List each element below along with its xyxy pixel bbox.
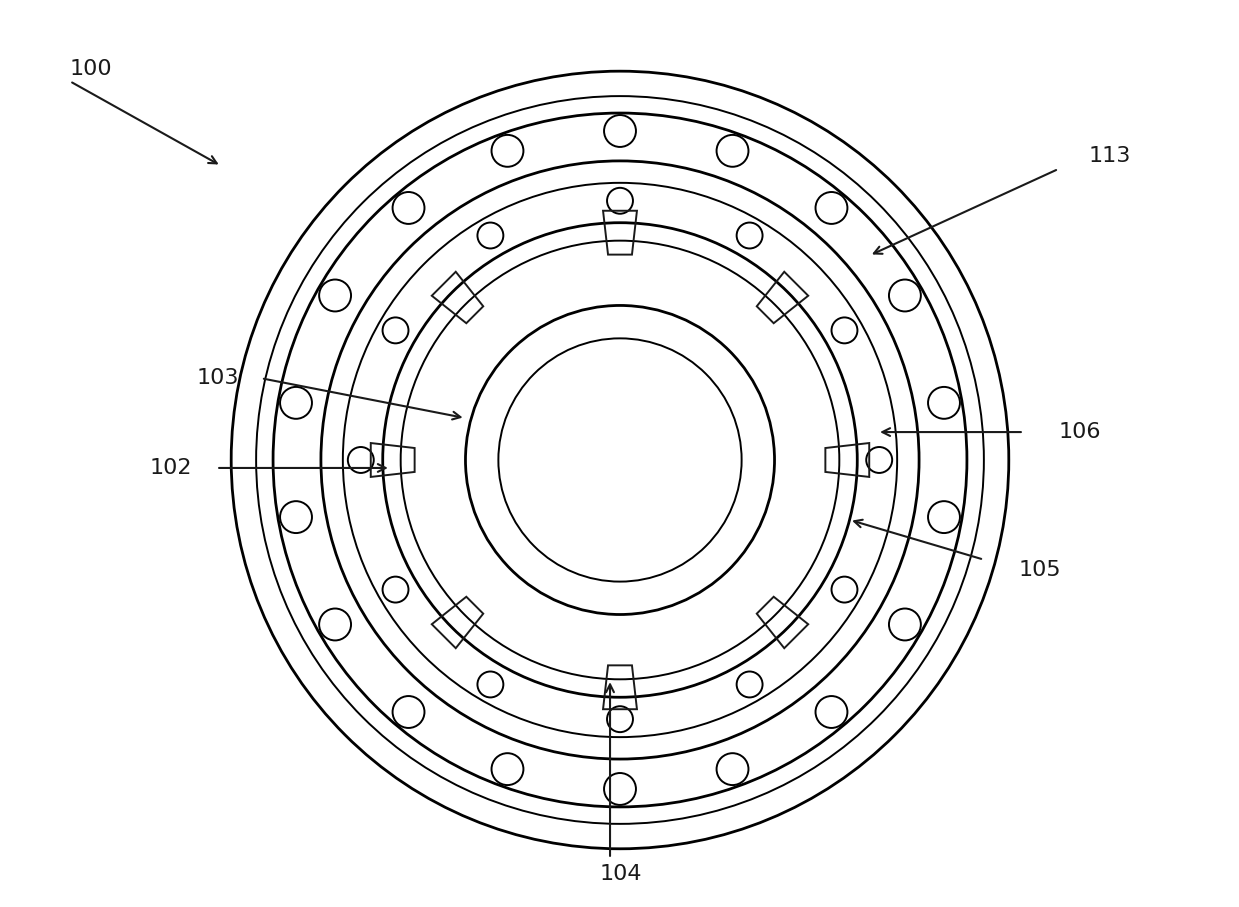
Text: 100: 100 bbox=[69, 59, 113, 79]
Text: 113: 113 bbox=[1089, 146, 1131, 166]
Text: 104: 104 bbox=[600, 863, 643, 883]
Text: 102: 102 bbox=[150, 458, 192, 478]
Text: 105: 105 bbox=[1018, 560, 1062, 580]
Text: 106: 106 bbox=[1058, 422, 1101, 442]
Text: 103: 103 bbox=[196, 368, 239, 388]
